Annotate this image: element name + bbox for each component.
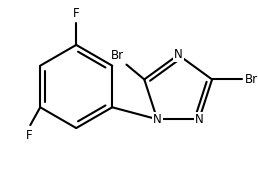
Text: N: N — [174, 48, 183, 61]
Text: Br: Br — [245, 73, 258, 86]
Text: Br: Br — [111, 49, 125, 62]
Text: F: F — [26, 129, 33, 142]
Text: N: N — [153, 113, 162, 126]
Text: N: N — [195, 113, 204, 126]
Text: F: F — [73, 7, 79, 20]
